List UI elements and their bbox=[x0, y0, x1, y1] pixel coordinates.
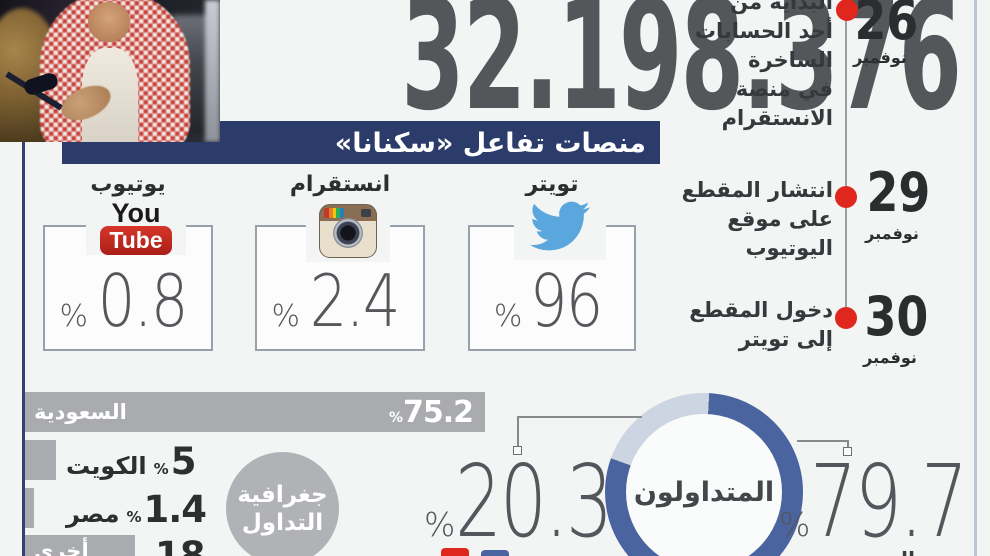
timeline-day-30: 30 bbox=[864, 285, 929, 348]
geo-bar-kuwait bbox=[25, 440, 56, 480]
youtube-logo-tube: Tube bbox=[100, 226, 172, 255]
timeline-dot-30 bbox=[835, 307, 857, 329]
percent-sign: % bbox=[779, 505, 811, 544]
speaker-face bbox=[88, 2, 130, 42]
timeline-desc-29: انتشار المقطع على موقع اليوتيوب bbox=[681, 178, 833, 260]
platform-value-instagram: % 2.4 bbox=[271, 259, 400, 343]
timeline-desc-26: البداية من أحد الحسابات الساخرة في منصة الان… bbox=[694, 0, 833, 130]
percent-sign: % bbox=[388, 410, 403, 426]
timeline-dot-26 bbox=[836, 0, 858, 21]
geo-value-other: % 18 bbox=[138, 537, 206, 556]
geo-value-egypt: مصر % 1.4 bbox=[66, 488, 207, 531]
traders-major-share: % 79.7 bbox=[779, 443, 968, 556]
geo-value-kuwait: الكويت % 5 bbox=[66, 440, 196, 483]
instagram-icon bbox=[306, 204, 390, 262]
geo-bar-other: أخرى bbox=[25, 535, 135, 556]
youtube-logo-you: You bbox=[111, 198, 161, 228]
callout-line-major bbox=[797, 440, 849, 442]
clipped-text-fragment: ال bbox=[845, 547, 915, 556]
timeline-desc-30: دخول المقطع إلى تويتر bbox=[689, 298, 833, 351]
callout-line-major bbox=[847, 440, 849, 448]
timeline-line bbox=[845, 10, 847, 318]
photo-light-strip bbox=[205, 0, 220, 142]
youtube-icon: You Tube bbox=[86, 200, 186, 255]
percent-sign: % bbox=[59, 299, 88, 334]
platform-box-twitter bbox=[468, 225, 636, 351]
geo-value-saudi: % 75.2 bbox=[388, 395, 474, 430]
percent-sign: % bbox=[138, 554, 153, 556]
geo-bar-egypt bbox=[25, 488, 34, 528]
callout-line-minor bbox=[517, 416, 519, 447]
total-interactions-number: 32.198.376 bbox=[401, 0, 962, 144]
callout-marker-minor bbox=[513, 446, 522, 455]
percent-sign: % bbox=[126, 508, 142, 526]
traders-minor-share: % 20.3 bbox=[424, 443, 613, 556]
timeline-day-29: 29 bbox=[866, 161, 931, 224]
traders-donut-hole: المتداولون bbox=[626, 414, 782, 556]
frame-border-right bbox=[974, 0, 977, 556]
percent-sign: % bbox=[424, 505, 456, 544]
traders-center-label: المتداولون bbox=[633, 476, 775, 508]
callout-marker-major bbox=[843, 447, 852, 456]
platform-label-twitter: تويتر bbox=[525, 172, 579, 197]
video-still bbox=[0, 0, 220, 142]
twitter-bird-icon bbox=[514, 196, 606, 260]
platform-value-youtube: % 0.8 bbox=[59, 259, 188, 343]
percent-sign: % bbox=[271, 299, 300, 334]
traders-donut-ring: المتداولون bbox=[605, 393, 803, 556]
platform-value-twitter: % 96 bbox=[493, 259, 604, 343]
percent-sign: % bbox=[153, 460, 169, 478]
geography-circle-title: جغرافية التداول bbox=[226, 452, 339, 556]
geo-bar-saudi: السعودية % 75.2 bbox=[25, 392, 485, 432]
platform-label-instagram: انستقرام bbox=[289, 172, 391, 197]
clipped-red-shape bbox=[441, 548, 469, 556]
frame-border-left bbox=[22, 138, 25, 556]
timeline-month-30: نوفمبر bbox=[863, 348, 917, 367]
timeline-day-26: 26 bbox=[854, 0, 919, 52]
percent-sign: % bbox=[493, 299, 523, 334]
timeline-month-26: نوفمبر bbox=[853, 48, 907, 67]
timeline-dot-29 bbox=[835, 186, 857, 208]
callout-line-minor bbox=[518, 416, 642, 418]
clipped-blue-shape bbox=[481, 550, 509, 556]
platform-label-youtube: يوتيوب bbox=[90, 172, 166, 197]
timeline-month-29: نوفمبر bbox=[865, 224, 919, 243]
banner-title: منصات تفاعل «سكنانا» bbox=[334, 128, 646, 159]
